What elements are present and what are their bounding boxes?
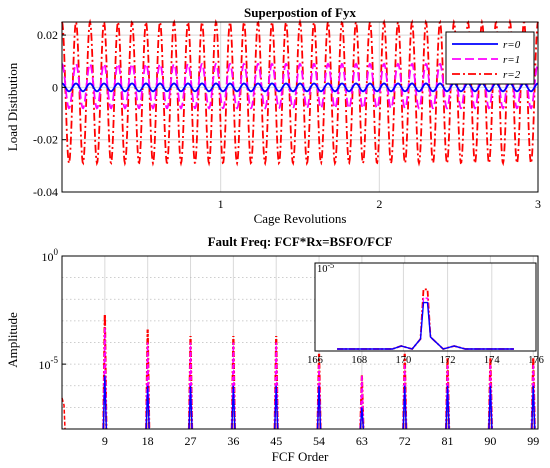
bottom-xtick-label: 27 — [185, 434, 197, 448]
bottom-xtick-label: 99 — [527, 434, 539, 448]
top-ytick-label: -0.04 — [33, 185, 58, 199]
legend-label-r2: r=2 — [503, 69, 521, 81]
inset-xtick-label: 170 — [396, 355, 412, 366]
top-chart-title: Superpostion of Fyx — [244, 5, 356, 20]
top-chart: Superpostion of Fyx 1 2 3 0.02 0 -0.02 -0.04 C… — [5, 5, 541, 226]
bottom-xtick-label: 90 — [484, 434, 496, 448]
inset-xtick-label: 174 — [484, 355, 501, 366]
top-chart-xlabel: Cage Revolutions — [254, 211, 347, 226]
bottom-ytick-label: 100 — [42, 247, 59, 264]
legend-label-r0: r=0 — [503, 39, 521, 51]
bottom-chart: Fault Freq: FCF*Rx=BSFO/FCF 9 18 27 36 45 54 6… — [5, 234, 544, 464]
bottom-xtick-label: 36 — [227, 434, 239, 448]
inset-xtick-label: 176 — [528, 355, 544, 366]
legend-label-r1: r=1 — [503, 54, 520, 66]
top-xtick-label: 1 — [218, 197, 224, 211]
bottom-xtick-label: 9 — [102, 434, 108, 448]
top-ytick-label: 0.02 — [37, 28, 58, 42]
bottom-xtick-label: 54 — [313, 434, 325, 448]
inset-plot-bg — [315, 263, 536, 351]
bottom-chart-title: Fault Freq: FCF*Rx=BSFO/FCF — [208, 234, 393, 249]
top-chart-legend: r=0 r=1 r=2 — [446, 32, 534, 84]
bottom-chart-ylabel: Amplitude — [5, 312, 20, 368]
bottom-xtick-label: 45 — [270, 434, 282, 448]
top-xtick-label: 3 — [535, 197, 541, 211]
top-xtick-label: 2 — [376, 197, 382, 211]
inset-xtick-label: 166 — [307, 355, 323, 366]
top-chart-ylabel: Load Distibution — [5, 62, 20, 151]
bottom-xtick-label: 81 — [442, 434, 454, 448]
bottom-xtick-label: 63 — [356, 434, 368, 448]
top-ytick-label: 0 — [52, 80, 58, 94]
bottom-xtick-label: 18 — [142, 434, 154, 448]
bottom-chart-xlabel: FCF Order — [272, 449, 329, 464]
inset-xtick-label: 172 — [440, 355, 456, 366]
legend-box — [446, 32, 534, 84]
inset-xtick-label: 168 — [351, 355, 367, 366]
bottom-xtick-label: 72 — [399, 434, 411, 448]
top-ytick-label: -0.02 — [33, 133, 58, 147]
bottom-ytick-label: 10-5 — [39, 355, 59, 372]
